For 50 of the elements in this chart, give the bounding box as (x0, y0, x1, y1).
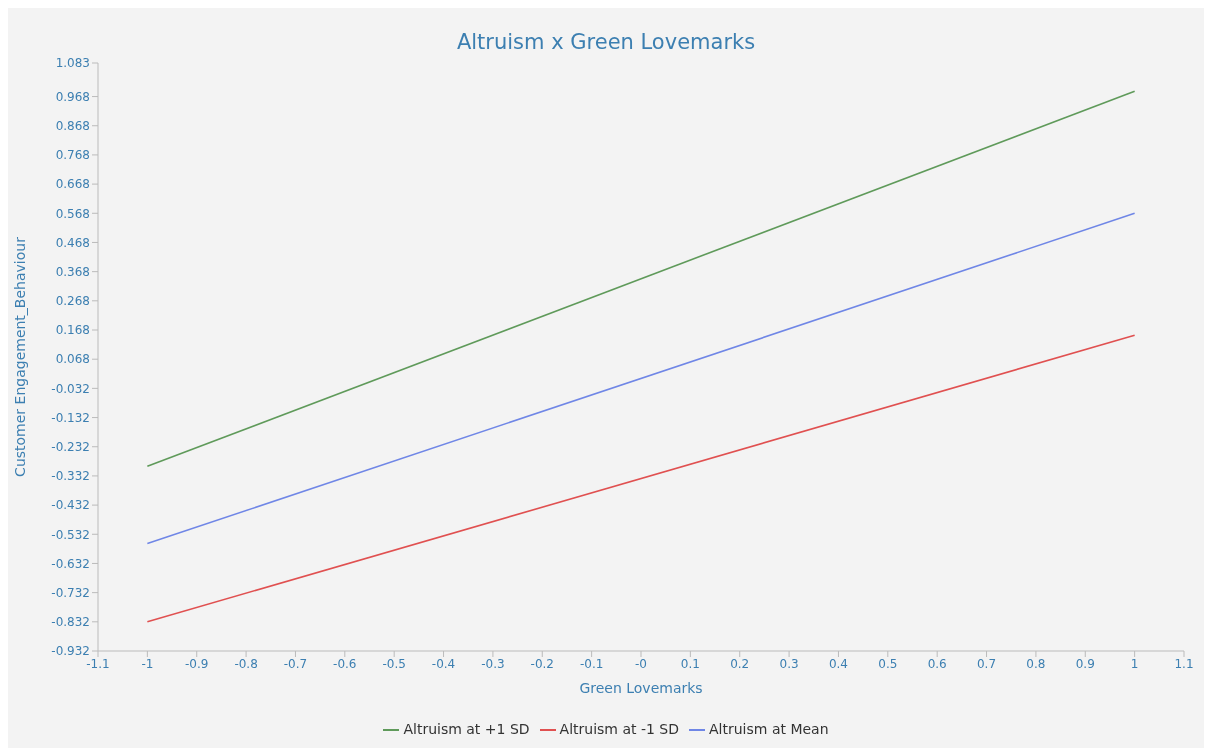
y-tick-label: 1.083 (55, 56, 90, 71)
x-tick-label: -0.8 (234, 656, 258, 671)
x-tick-label: 0.4 (828, 656, 848, 671)
x-tick-label: -0.3 (481, 656, 505, 671)
y-tick-label: 0.668 (55, 177, 90, 192)
x-tick-label: 0.5 (878, 656, 898, 671)
x-tick-label: -0.7 (283, 656, 308, 671)
x-tick-label: 0.3 (779, 656, 799, 671)
y-tick-label: 0.268 (55, 294, 90, 309)
x-tick-label: 0.6 (927, 656, 947, 671)
x-tick-label: -0.4 (431, 656, 456, 671)
chart-title: Altruism x Green Lovemarks (455, 29, 757, 56)
y-tick-label: 0.968 (55, 89, 90, 104)
legend-label: Altruism at +1 SD (403, 721, 530, 737)
x-tick-label: 0.1 (680, 656, 700, 671)
x-tick-label: -0.2 (530, 656, 554, 671)
y-tick-label: 0.768 (55, 148, 90, 163)
y-tick-label: 0.568 (55, 206, 90, 221)
x-tick-label: 1 (1130, 656, 1139, 671)
y-tick-label: -0.332 (51, 469, 90, 484)
y-tick-label: -0.932 (51, 644, 90, 659)
y-tick-label: -0.632 (51, 556, 90, 571)
x-tick-label: 0.7 (977, 656, 997, 671)
x-tick-label: 0.2 (730, 656, 750, 671)
x-tick-label: 0.8 (1026, 656, 1046, 671)
y-tick-label: -0.132 (51, 410, 90, 425)
legend-label: Altruism at -1 SD (559, 721, 680, 737)
y-tick-label: -0.032 (51, 381, 90, 396)
x-tick-label: -1 (141, 656, 154, 671)
y-axis-title: Customer Engagement_Behaviour (11, 236, 28, 477)
y-tick-label: -0.832 (51, 615, 90, 630)
x-tick-label: -1.1 (86, 656, 110, 671)
x-tick-label: -0 (635, 656, 647, 671)
y-tick-label: -0.732 (51, 585, 90, 600)
x-tick-label: 0.9 (1075, 656, 1095, 671)
legend-label: Altruism at Mean (709, 721, 829, 737)
y-tick-label: 0.168 (55, 323, 90, 338)
y-tick-label: -0.432 (51, 498, 90, 513)
y-tick-label: 0.868 (55, 119, 90, 133)
x-tick-label: -0.5 (382, 656, 406, 671)
x-tick-label: -0.9 (185, 656, 209, 671)
y-tick-label: 0.368 (55, 264, 90, 279)
y-tick-label: 0.068 (55, 352, 90, 367)
y-tick-label: -0.232 (51, 439, 90, 454)
x-tick-label: 1.1 (1174, 656, 1194, 671)
y-tick-label: -0.532 (51, 527, 90, 542)
x-tick-label: -0.1 (579, 656, 604, 671)
y-tick-label: 0.468 (55, 235, 90, 250)
x-axis-title: Green Lovemarks (579, 680, 703, 696)
x-tick-label: -0.6 (333, 656, 357, 671)
